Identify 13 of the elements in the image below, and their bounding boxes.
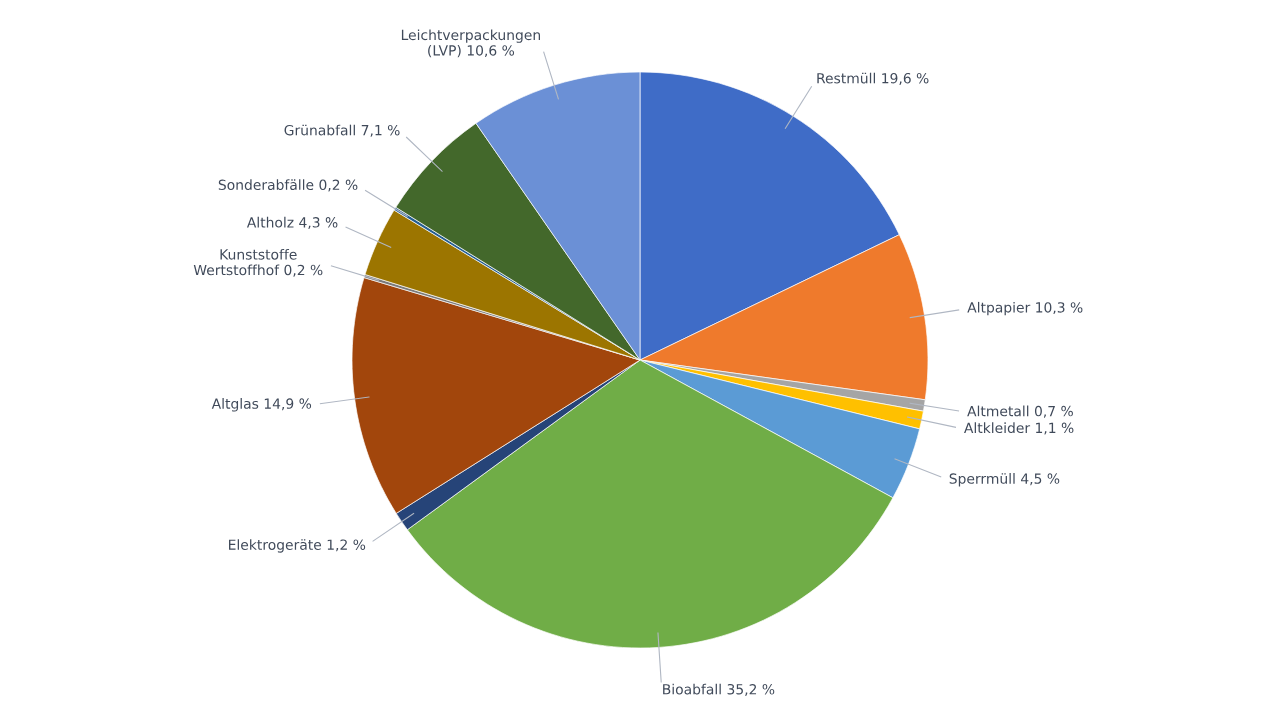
slice-label: Altholz 4,3 %	[246, 216, 338, 230]
slice-label: Altmetall 0,7 %	[967, 405, 1073, 418]
slice-label: Altpapier 10,3 %	[967, 301, 1083, 316]
slice-label: Restmüll 19,6 %	[817, 72, 929, 85]
slice-label: Grünabfall 7,1 %	[284, 124, 400, 137]
slice-label: Leichtverpackungen (LVP) 10,6 %	[401, 29, 540, 58]
slice-label: Altkleider 1,1 %	[964, 422, 1074, 435]
slice-label: Elektrogeräte 1,2 %	[229, 539, 366, 553]
slice-label: Sonderabfälle 0,2 %	[218, 179, 358, 192]
slice-label: Altglas 14,9 %	[211, 398, 312, 412]
slice-label: Bioabfall 35,2 %	[663, 683, 775, 696]
slice-label: Sperrmüll 4,5 %	[949, 473, 1060, 487]
slice-label: Kunststoffe Wertstoffhof 0,2 %	[193, 248, 323, 277]
